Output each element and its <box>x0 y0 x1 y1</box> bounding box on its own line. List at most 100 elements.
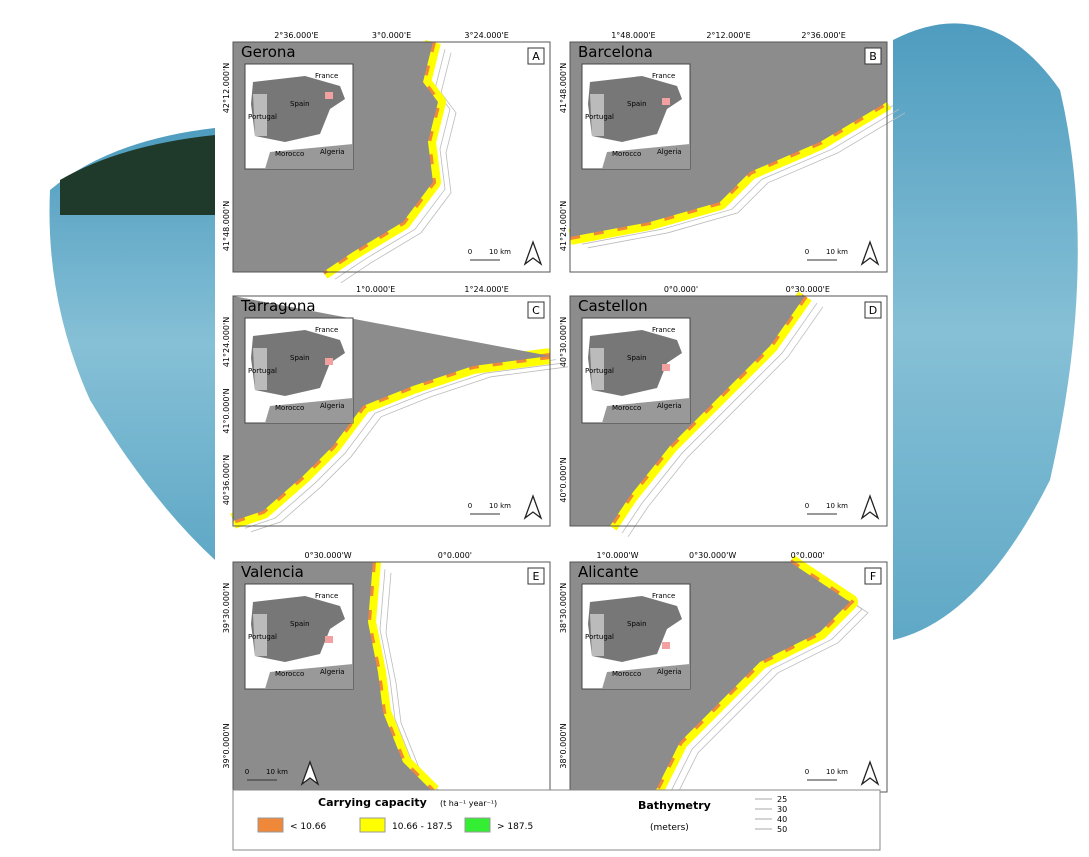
inset-label: France <box>315 326 338 334</box>
scale-zero: 0 <box>468 502 472 510</box>
scale-zero: 0 <box>805 768 809 776</box>
panel-title: Gerona <box>241 43 296 61</box>
inset-label: Morocco <box>612 404 641 412</box>
scale-distance: 10 km <box>489 248 511 256</box>
legend-label: < 10.66 <box>290 822 326 832</box>
inset-label: France <box>652 326 675 334</box>
lat-tick: 38°0.000'N <box>559 723 568 768</box>
bathymetry-depth: 25 <box>777 795 787 804</box>
scale-zero: 0 <box>805 248 809 256</box>
legend-swatch <box>465 818 490 832</box>
lon-tick: 0°0.000' <box>664 285 698 294</box>
legend-label: 10.66 - 187.5 <box>392 822 453 832</box>
lon-tick: 0°30.000'E <box>786 285 830 294</box>
scale-distance: 10 km <box>826 248 848 256</box>
legend-swatch <box>360 818 385 832</box>
inset-highlight <box>662 364 670 371</box>
scale-zero: 0 <box>805 502 809 510</box>
panel-title: Alicante <box>578 563 639 581</box>
inset-label: France <box>315 72 338 80</box>
lat-tick: 40°36.000'N <box>222 455 231 505</box>
panel-title: Valencia <box>241 563 304 581</box>
bathymetry-depth: 30 <box>777 805 787 814</box>
panel-letter: F <box>870 570 876 583</box>
inset-label: Spain <box>627 100 647 108</box>
inset-map: FranceSpainPortugalMoroccoAlgeria <box>582 318 690 423</box>
inset-highlight <box>325 636 333 643</box>
lat-tick: 41°0.000'N <box>222 388 231 433</box>
legend-label: > 187.5 <box>497 822 533 832</box>
lon-tick: 0°30.000'W <box>689 551 736 560</box>
inset-label: Spain <box>627 620 647 628</box>
inset-label: Portugal <box>585 633 614 641</box>
inset-label: Morocco <box>612 150 641 158</box>
inset-map: France Spain Portugal Morocco Algeria <box>245 64 353 169</box>
inset-highlight <box>325 358 333 365</box>
legend-title: Carrying capacity <box>318 796 427 809</box>
inset-label: Algeria <box>320 402 345 410</box>
inset-label: Spain <box>290 620 310 628</box>
scale-distance: 10 km <box>826 502 848 510</box>
panel-letter: A <box>532 50 540 63</box>
legend-units: (t ha⁻¹ year⁻¹) <box>440 799 497 808</box>
inset-label: Spain <box>290 100 310 108</box>
inset-label: Algeria <box>657 148 682 156</box>
lat-tick: 39°30.000'N <box>222 583 231 633</box>
inset-highlight <box>325 92 333 99</box>
inset-label: France <box>652 72 675 80</box>
panel-title: Barcelona <box>578 43 653 61</box>
lon-tick: 0°0.000' <box>791 551 825 560</box>
panel-letter: C <box>532 304 540 317</box>
inset-label: Algeria <box>320 668 345 676</box>
inset-highlight <box>662 642 670 649</box>
lon-tick: 2°36.000'E <box>274 31 318 40</box>
inset-label: Algeria <box>657 668 682 676</box>
lon-tick: 1°0.000'W <box>596 551 638 560</box>
inset-label: Morocco <box>275 404 304 412</box>
lat-tick: 42°12.000'N <box>222 63 231 113</box>
inset-label: Portugal <box>248 633 277 641</box>
lat-tick: 39°0.000'N <box>222 723 231 768</box>
inset-label: Portugal <box>585 113 614 121</box>
panel-title: Castellon <box>578 297 648 315</box>
lat-tick: 41°48.000'N <box>222 201 231 251</box>
scale-distance: 10 km <box>489 502 511 510</box>
inset-label: Morocco <box>275 670 304 678</box>
lat-tick: 41°24.000'N <box>222 317 231 367</box>
page: Gerona A France Spain Portugal Morocco Algeria… <box>0 0 1089 853</box>
lat-tick: 40°30.000'N <box>559 317 568 367</box>
lon-tick: 1°48.000'E <box>611 31 655 40</box>
inset-highlight <box>662 98 670 105</box>
inset-label: Portugal <box>248 367 277 375</box>
inset-label: Algeria <box>320 148 345 156</box>
map-panel: ValenciaEFranceSpainPortugalMoroccoAlger… <box>222 551 550 803</box>
map-panel: AlicanteFFranceSpainPortugalMoroccoAlger… <box>559 551 887 803</box>
panel-title: Tarragona <box>240 297 316 315</box>
inset-label: Portugal <box>585 367 614 375</box>
map-panel: Gerona A France Spain Portugal Morocco Algeria… <box>222 31 550 283</box>
bathymetry-depth: 40 <box>777 815 787 824</box>
legend-swatch <box>258 818 283 832</box>
map-panel: BarcelonaBFranceSpainPortugalMoroccoAlge… <box>559 31 905 272</box>
scale-zero: 0 <box>245 768 249 776</box>
lon-tick: 0°0.000' <box>438 551 472 560</box>
scale-distance: 10 km <box>266 768 288 776</box>
bathymetry-units: (meters) <box>650 823 689 833</box>
lon-tick: 1°24.000'E <box>464 285 508 294</box>
inset-label: Portugal <box>248 113 277 121</box>
lat-tick: 41°24.000'N <box>559 201 568 251</box>
lon-tick: 2°12.000'E <box>706 31 750 40</box>
scale-distance: 10 km <box>826 768 848 776</box>
inset-label: Morocco <box>612 670 641 678</box>
lon-tick: 2°36.000'E <box>801 31 845 40</box>
bathymetry-depth: 50 <box>777 825 787 834</box>
lon-tick: 0°30.000'W <box>304 551 351 560</box>
panel-letter: E <box>533 570 540 583</box>
inset-label: Morocco <box>275 150 304 158</box>
bathymetry-title: Bathymetry <box>638 799 711 812</box>
